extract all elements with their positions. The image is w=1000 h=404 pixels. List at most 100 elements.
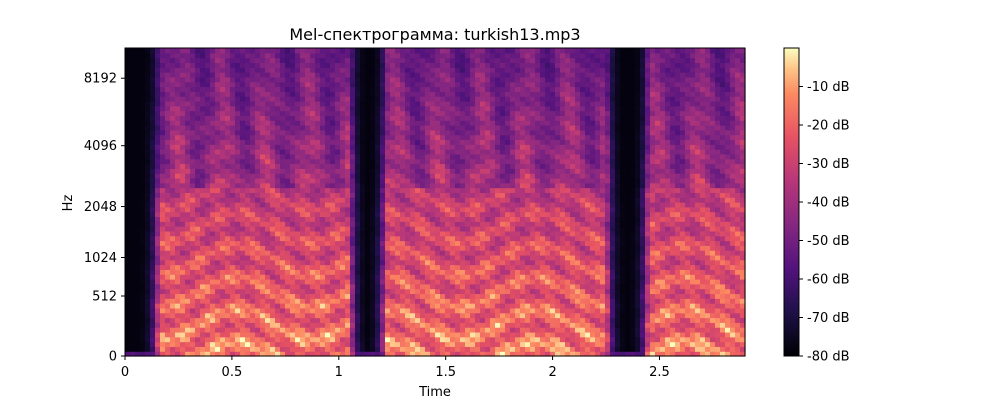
heatmap-cell <box>235 293 241 299</box>
heatmap-cell <box>260 173 266 179</box>
heatmap-cell <box>330 149 336 155</box>
heatmap-cell <box>470 254 476 261</box>
heatmap-cell <box>350 110 356 116</box>
heatmap-cell <box>255 283 261 290</box>
heatmap-cell <box>210 245 216 251</box>
heatmap-cell <box>195 312 201 319</box>
heatmap-cell <box>155 52 161 59</box>
heatmap-cell <box>280 250 286 256</box>
heatmap-cell <box>295 197 301 203</box>
heatmap-cell <box>260 100 266 107</box>
heatmap-cell <box>450 307 456 314</box>
heatmap-cell <box>385 327 391 333</box>
heatmap-cell <box>450 57 456 64</box>
heatmap-cell <box>510 274 516 280</box>
heatmap-cell <box>245 288 251 295</box>
heatmap-cell <box>335 52 341 59</box>
heatmap-cell <box>375 206 381 213</box>
heatmap-cell <box>290 351 296 357</box>
heatmap-cell <box>125 216 131 222</box>
heatmap-cell <box>285 168 291 174</box>
heatmap-cell <box>420 274 426 280</box>
heatmap-cell <box>410 351 416 357</box>
heatmap-cell <box>500 52 506 59</box>
heatmap-cell <box>155 274 161 280</box>
heatmap-cell <box>510 327 516 333</box>
heatmap-cell <box>230 163 236 169</box>
heatmap-cell <box>250 144 256 150</box>
heatmap-cell <box>395 48 401 54</box>
heatmap-cell <box>250 336 256 343</box>
heatmap-cell <box>455 120 461 126</box>
heatmap-cell <box>395 240 401 246</box>
heatmap-cell <box>325 216 331 222</box>
heatmap-cell <box>335 230 341 237</box>
heatmap-cell <box>230 96 236 102</box>
heatmap-cell <box>400 307 406 314</box>
heatmap-cell <box>430 274 436 280</box>
heatmap-cell <box>455 115 461 121</box>
heatmap-cell <box>385 115 391 121</box>
heatmap-cell <box>385 153 391 160</box>
heatmap-cell <box>395 235 401 242</box>
heatmap-cell <box>400 351 406 357</box>
heatmap-cell <box>330 177 336 184</box>
heatmap-cell <box>145 351 151 357</box>
heatmap-cell <box>150 322 156 328</box>
heatmap-cell <box>135 221 141 227</box>
heatmap-cell <box>425 240 431 246</box>
heatmap-cell <box>175 254 181 261</box>
heatmap-cell <box>420 197 426 203</box>
heatmap-cell <box>270 293 276 299</box>
heatmap-cell <box>490 250 496 256</box>
heatmap-cell <box>495 283 501 290</box>
heatmap-cell <box>455 245 461 251</box>
heatmap-cell <box>170 226 176 232</box>
heatmap-cell <box>310 110 316 116</box>
heatmap-cell <box>230 105 236 112</box>
heatmap-cell <box>415 86 421 92</box>
heatmap-cell <box>175 177 181 184</box>
heatmap-cell <box>335 293 341 299</box>
heatmap-cell <box>270 206 276 213</box>
heatmap-cell <box>275 62 281 68</box>
heatmap-cell <box>345 125 351 131</box>
heatmap-cell <box>220 303 226 309</box>
heatmap-cell <box>135 163 141 169</box>
heatmap-cell <box>130 230 136 237</box>
heatmap-cell <box>190 158 196 165</box>
heatmap-cell <box>400 192 406 198</box>
heatmap-cell <box>505 67 511 73</box>
heatmap-cell <box>340 129 346 136</box>
heatmap-cell <box>355 125 361 131</box>
heatmap-cell <box>455 230 461 237</box>
heatmap-cell <box>155 134 161 141</box>
heatmap-cell <box>425 235 431 242</box>
heatmap-cell <box>505 216 511 222</box>
heatmap-cell <box>225 96 231 102</box>
heatmap-cell <box>260 76 266 83</box>
heatmap-cell <box>345 81 351 88</box>
heatmap-cell <box>220 192 226 198</box>
heatmap-cell <box>245 226 251 232</box>
heatmap-cell <box>295 129 301 136</box>
heatmap-cell <box>170 327 176 333</box>
heatmap-cell <box>415 283 421 290</box>
heatmap-cell <box>405 283 411 290</box>
heatmap-cell <box>400 264 406 270</box>
heatmap-cell <box>245 86 251 92</box>
heatmap-cell <box>225 211 231 218</box>
heatmap-cell <box>350 153 356 160</box>
heatmap-cell <box>260 283 266 290</box>
heatmap-cell <box>500 48 506 54</box>
heatmap-cell <box>295 322 301 328</box>
heatmap-cell <box>255 100 261 107</box>
heatmap-cell <box>380 76 386 83</box>
heatmap-cell <box>150 187 156 193</box>
heatmap-cell <box>465 317 471 323</box>
heatmap-cell <box>345 129 351 136</box>
heatmap-cell <box>140 149 146 155</box>
heatmap-cell <box>210 105 216 112</box>
heatmap-cell <box>415 182 421 189</box>
heatmap-cell <box>425 120 431 126</box>
